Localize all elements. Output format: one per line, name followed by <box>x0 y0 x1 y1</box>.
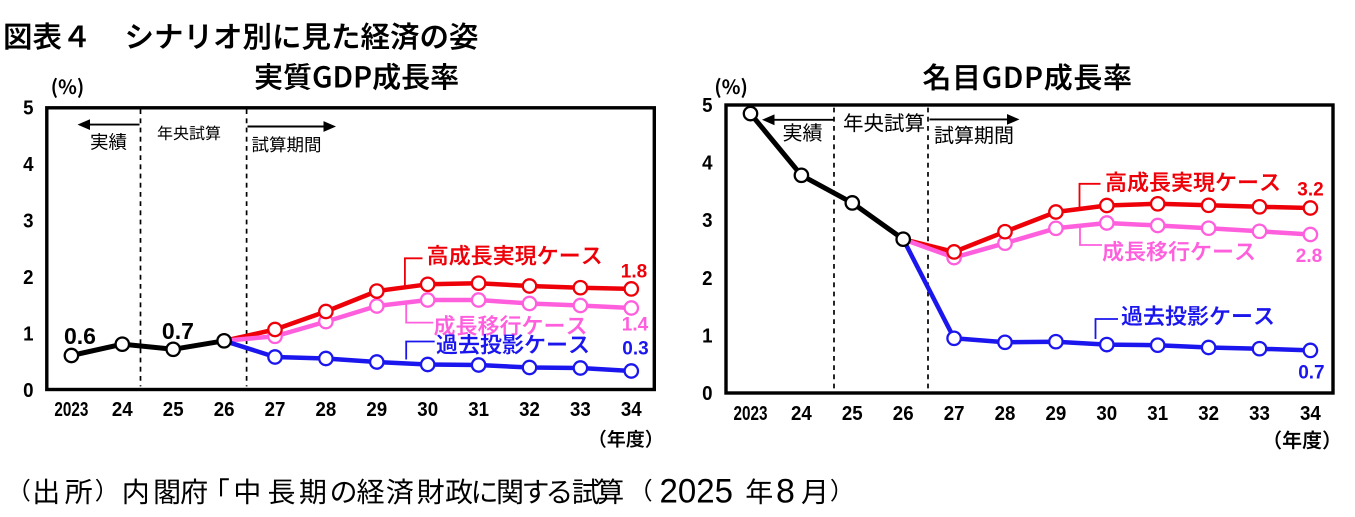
svg-text:28: 28 <box>995 403 1016 425</box>
svg-text:2: 2 <box>702 268 712 290</box>
svg-text:3: 3 <box>702 210 712 232</box>
svg-text:2.8: 2.8 <box>1296 246 1322 267</box>
svg-text:0.3: 0.3 <box>622 339 648 360</box>
svg-text:4: 4 <box>702 153 713 175</box>
svg-text:25: 25 <box>842 403 863 425</box>
svg-text:32: 32 <box>519 399 540 421</box>
svg-text:5: 5 <box>702 95 712 117</box>
svg-text:31: 31 <box>1147 403 1168 425</box>
svg-text:27: 27 <box>944 403 965 425</box>
svg-text:34: 34 <box>1300 403 1322 425</box>
svg-text:33: 33 <box>570 399 591 421</box>
svg-text:34: 34 <box>621 399 643 421</box>
svg-text:1: 1 <box>702 325 712 347</box>
svg-text:26: 26 <box>893 403 914 425</box>
svg-text:27: 27 <box>265 399 286 421</box>
svg-text:0.7: 0.7 <box>1298 363 1324 384</box>
svg-text:28: 28 <box>316 399 337 421</box>
svg-text:33: 33 <box>1249 403 1270 425</box>
svg-text:2: 2 <box>23 267 33 289</box>
svg-text:30: 30 <box>417 399 438 421</box>
svg-text:4: 4 <box>23 154 34 176</box>
svg-text:1: 1 <box>23 324 33 346</box>
svg-text:32: 32 <box>1198 403 1219 425</box>
svg-text:2023: 2023 <box>734 403 768 425</box>
svg-text:0.6: 0.6 <box>64 323 96 349</box>
svg-text:26: 26 <box>214 399 235 421</box>
svg-text:31: 31 <box>468 399 489 421</box>
svg-text:29: 29 <box>1046 403 1067 425</box>
svg-text:1.8: 1.8 <box>621 262 647 283</box>
svg-text:25: 25 <box>163 399 184 421</box>
svg-text:0.7: 0.7 <box>162 318 194 344</box>
svg-text:2023: 2023 <box>54 399 88 421</box>
svg-text:0: 0 <box>23 380 33 402</box>
svg-text:5: 5 <box>23 98 33 120</box>
svg-text:24: 24 <box>791 403 813 425</box>
svg-text:8: 8 <box>776 473 795 511</box>
svg-text:30: 30 <box>1096 403 1117 425</box>
svg-text:3: 3 <box>23 211 33 233</box>
svg-text:3.2: 3.2 <box>1297 180 1323 201</box>
svg-text:2025: 2025 <box>660 473 734 511</box>
svg-text:29: 29 <box>366 399 387 421</box>
svg-text:24: 24 <box>112 399 134 421</box>
svg-text:1.4: 1.4 <box>622 315 649 336</box>
svg-text:0: 0 <box>702 383 712 405</box>
